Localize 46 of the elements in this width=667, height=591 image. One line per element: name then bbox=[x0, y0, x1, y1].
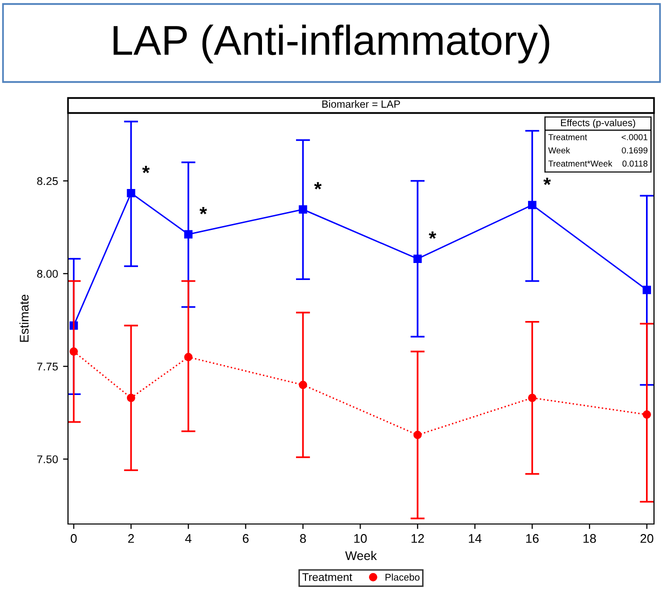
y-tick-label: 8.25 bbox=[37, 177, 58, 186]
point bbox=[184, 352, 193, 362]
x-tick-label: 6 bbox=[242, 534, 249, 543]
annotation: * bbox=[142, 166, 150, 174]
annotation: * bbox=[428, 232, 436, 239]
x-tick-label: 14 bbox=[468, 534, 482, 543]
point bbox=[126, 394, 136, 402]
x-tick-label: 2 bbox=[128, 534, 134, 543]
annotation: 0.0118 bbox=[622, 160, 648, 167]
annotation: Week bbox=[548, 147, 570, 154]
y-tick-label: 8.00 bbox=[37, 270, 58, 278]
annotation: * bbox=[314, 182, 322, 190]
y-tick-label: 7.50 bbox=[37, 455, 58, 464]
point bbox=[642, 286, 652, 294]
x-tick-label: 16 bbox=[526, 534, 539, 543]
annotation: <.0001 bbox=[622, 134, 648, 140]
point bbox=[126, 188, 136, 198]
x-tick-label: 20 bbox=[640, 534, 654, 543]
y-tick-label: 7.75 bbox=[37, 362, 58, 370]
x-tick-label: 10 bbox=[354, 534, 367, 543]
x-tick-label: 0 bbox=[70, 534, 77, 543]
x-tick-label: 18 bbox=[584, 534, 596, 543]
point bbox=[298, 380, 308, 390]
point bbox=[298, 205, 308, 214]
point bbox=[70, 347, 78, 356]
x-tick-label: 12 bbox=[412, 534, 424, 543]
point bbox=[528, 394, 536, 402]
x-tick-label: 8 bbox=[300, 534, 306, 543]
point bbox=[184, 230, 193, 238]
point bbox=[413, 254, 422, 263]
x-axis-title: Week bbox=[345, 550, 377, 560]
annotation: Treatment bbox=[548, 134, 588, 140]
x-tick-label: 4 bbox=[185, 534, 192, 543]
annotation: * bbox=[543, 178, 551, 185]
point bbox=[413, 430, 422, 440]
point bbox=[642, 410, 652, 419]
y-axis-title: Estimate bbox=[19, 294, 29, 342]
legend-label: Placebo bbox=[386, 574, 420, 581]
annotation: Treatment*Week bbox=[548, 160, 612, 167]
point bbox=[528, 200, 536, 210]
annotation: * bbox=[200, 207, 208, 214]
chart-title: LAP (Anti-inflammatory) bbox=[114, 24, 550, 64]
annotation: Effects (p-values) bbox=[561, 119, 636, 128]
legend-title: Treatment bbox=[302, 573, 352, 582]
chart-subtitle: Biomarker = LAP bbox=[322, 100, 400, 108]
annotation: 0.1699 bbox=[622, 147, 648, 154]
